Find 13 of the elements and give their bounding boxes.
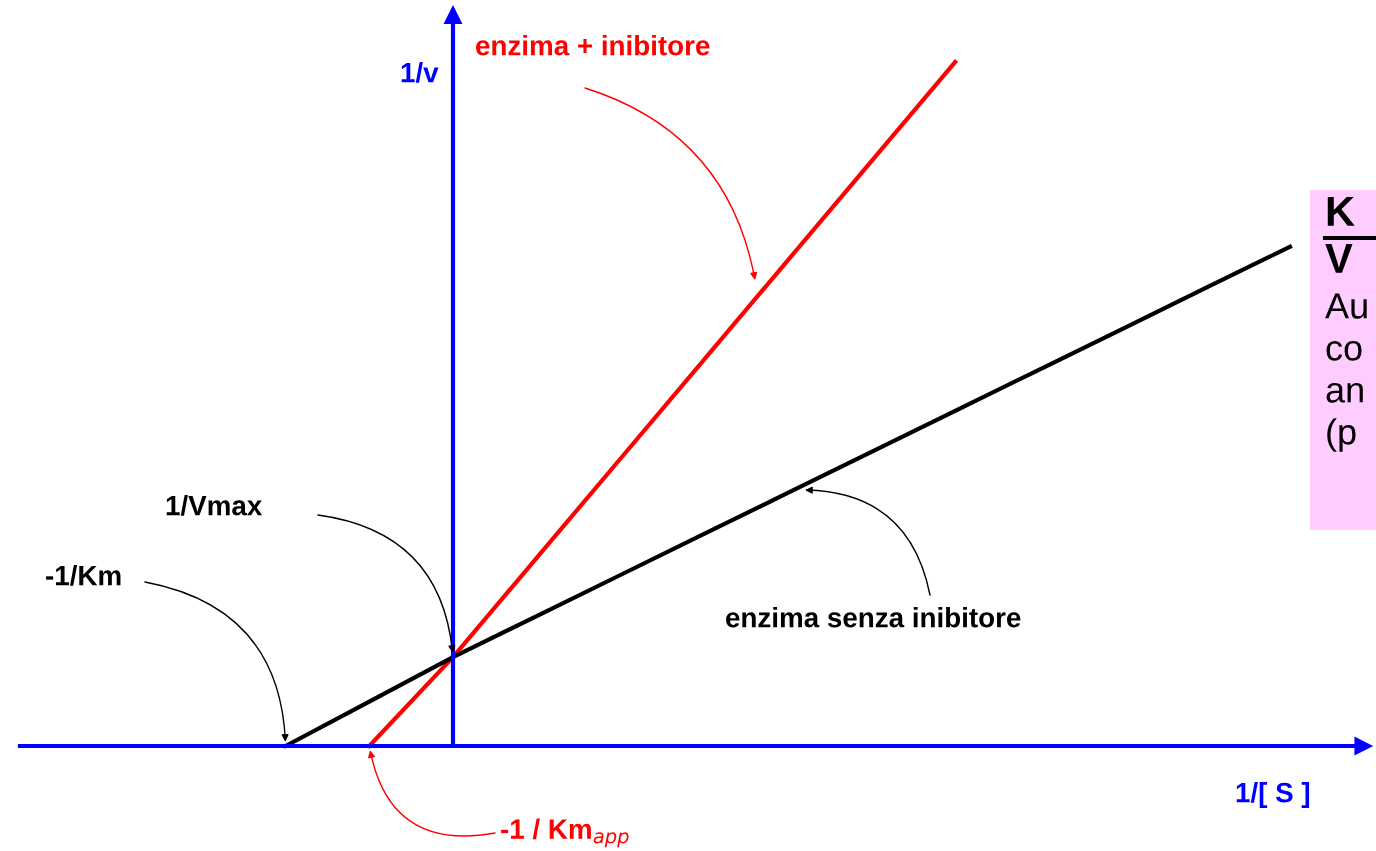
text: -1/Km bbox=[46, 565, 121, 586]
annotation: K bbox=[1327, 197, 1355, 226]
x-axis-title: 1/[ S ] bbox=[1236, 782, 1310, 808]
text: enzima + inibitore bbox=[476, 35, 710, 56]
annotation: an bbox=[1326, 382, 1363, 403]
annotation: V bbox=[1325, 244, 1353, 273]
annotation: Au bbox=[1325, 293, 1367, 319]
annotation: co bbox=[1326, 340, 1362, 361]
annotation: 1/Vmax bbox=[166, 495, 263, 516]
annotation: (p bbox=[1327, 418, 1356, 452]
y-axis-title: 1/v bbox=[401, 62, 439, 83]
text: enzima senza inibitore bbox=[726, 607, 1021, 628]
text: -1 / Km$_{app}$ bbox=[501, 818, 629, 848]
